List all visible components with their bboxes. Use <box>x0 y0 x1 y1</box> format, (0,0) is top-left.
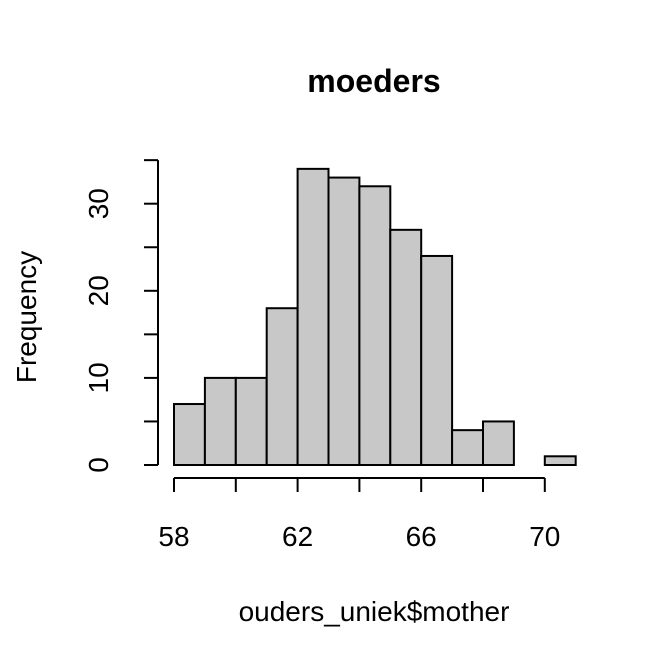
histogram-bar <box>296 167 330 467</box>
histogram-bar <box>203 376 237 466</box>
histogram-bar <box>234 376 268 466</box>
y-tick-label: 20 <box>83 275 114 306</box>
y-tick-label: 10 <box>83 362 114 393</box>
y-axis-label: Frequency <box>11 251 42 383</box>
histogram-bar <box>327 176 361 466</box>
x-tick-label: 62 <box>282 521 313 552</box>
y-tick-label: 30 <box>83 188 114 219</box>
histogram-bar <box>543 455 577 467</box>
histogram-bar <box>173 403 206 466</box>
histogram-bar <box>420 254 454 466</box>
y-tick-label: 0 <box>83 457 114 473</box>
histogram-bar <box>482 420 515 467</box>
x-axis-label: ouders_uniek$mother <box>239 596 510 627</box>
x-tick-label: 58 <box>158 521 189 552</box>
histogram-bar <box>358 185 392 466</box>
x-tick-label: 66 <box>406 521 437 552</box>
y-axis: 0 10 20 30 <box>83 159 159 473</box>
histogram-bar <box>389 228 423 466</box>
chart-title: moeders <box>307 63 440 99</box>
histogram-bar <box>451 429 485 467</box>
x-tick-label: 70 <box>529 521 560 552</box>
histogram-bar <box>265 307 299 466</box>
x-axis: 58 62 66 70 <box>158 477 560 552</box>
bars-group <box>173 167 577 467</box>
